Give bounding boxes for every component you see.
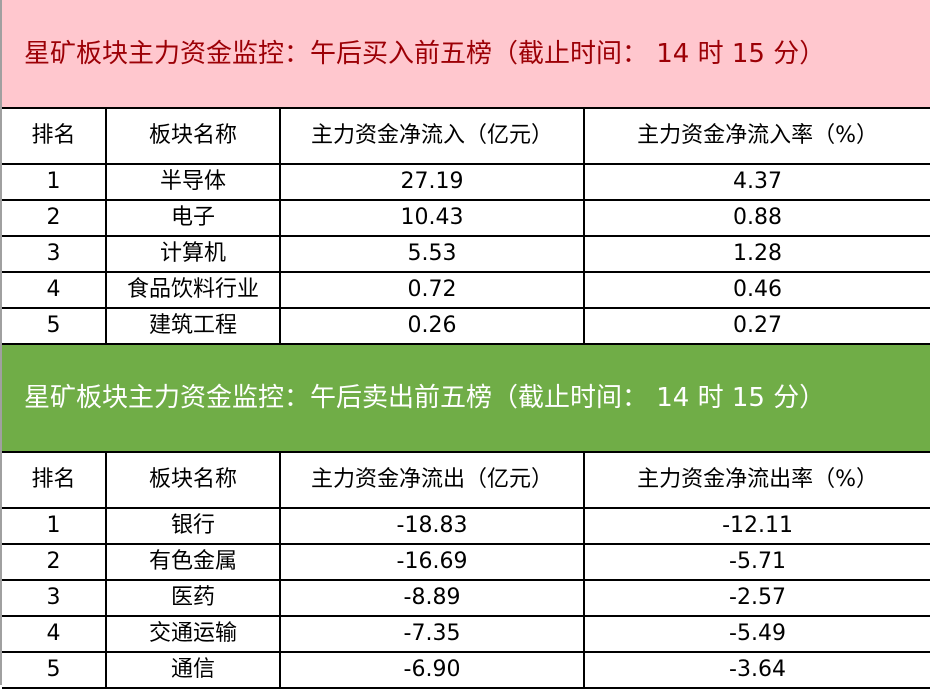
sector-cell: 电子 <box>105 199 281 237</box>
rate-cell: -5.49 <box>582 615 930 653</box>
sell-table-row: 2 有色金属 -16.69 -5.71 <box>2 543 930 581</box>
sell-table-row: 5 通信 -6.90 -3.64 <box>2 651 930 689</box>
rank-cell: 4 <box>2 271 107 309</box>
rank-cell: 3 <box>2 235 107 273</box>
rate-cell: 0.88 <box>582 199 930 237</box>
buy-table-row: 2 电子 10.43 0.88 <box>2 199 930 237</box>
amount-cell: -7.35 <box>279 615 585 653</box>
rate-cell: 4.37 <box>582 163 930 201</box>
amount-cell: 5.53 <box>279 235 585 273</box>
col-header-rank: 排名 <box>2 107 107 165</box>
col-header-sector: 板块名称 <box>105 107 281 165</box>
col-header-outflow: 主力资金净流出（亿元） <box>279 451 585 509</box>
amount-cell: 27.19 <box>279 163 585 201</box>
sector-cell: 医药 <box>105 579 281 617</box>
amount-cell: 0.26 <box>279 307 585 345</box>
col-header-inflow-rate: 主力资金净流入率（%） <box>582 107 930 165</box>
sector-cell: 建筑工程 <box>105 307 281 345</box>
amount-cell: -16.69 <box>279 543 585 581</box>
rank-cell: 1 <box>2 163 107 201</box>
rate-cell: 0.27 <box>582 307 930 345</box>
sell-header-row: 排名 板块名称 主力资金净流出（亿元） 主力资金净流出率（%） <box>2 451 930 509</box>
col-header-outflow-rate: 主力资金净流出率（%） <box>582 451 930 509</box>
rate-cell: -3.64 <box>582 651 930 689</box>
col-header-sector: 板块名称 <box>105 451 281 509</box>
sector-cell: 食品饮料行业 <box>105 271 281 309</box>
buy-section: 星矿板块主力资金监控：午后买入前五榜（截止时间： 14 时 15 分） 排名 板… <box>2 0 930 165</box>
sector-cell: 通信 <box>105 651 281 689</box>
rate-cell: 0.46 <box>582 271 930 309</box>
buy-table-row: 3 计算机 5.53 1.28 <box>2 235 930 273</box>
buy-title: 星矿板块主力资金监控：午后买入前五榜（截止时间： 14 时 15 分） <box>2 0 930 109</box>
buy-table-row: 5 建筑工程 0.26 0.27 <box>2 307 930 345</box>
buy-header-row: 排名 板块名称 主力资金净流入（亿元） 主力资金净流入率（%） <box>2 107 930 165</box>
rank-cell: 2 <box>2 199 107 237</box>
sector-cell: 银行 <box>105 507 281 545</box>
amount-cell: -18.83 <box>279 507 585 545</box>
col-header-rank: 排名 <box>2 451 107 509</box>
sector-cell: 计算机 <box>105 235 281 273</box>
col-header-inflow: 主力资金净流入（亿元） <box>279 107 585 165</box>
rate-cell: -2.57 <box>582 579 930 617</box>
sell-title: 星矿板块主力资金监控：午后卖出前五榜（截止时间： 14 时 15 分） <box>2 344 930 453</box>
sector-cell: 半导体 <box>105 163 281 201</box>
sector-cell: 交通运输 <box>105 615 281 653</box>
sector-cell: 有色金属 <box>105 543 281 581</box>
sell-table-row: 1 银行 -18.83 -12.11 <box>2 507 930 545</box>
buy-table-row: 1 半导体 27.19 4.37 <box>2 163 930 201</box>
rank-cell: 1 <box>2 507 107 545</box>
sell-table-row: 3 医药 -8.89 -2.57 <box>2 579 930 617</box>
amount-cell: 10.43 <box>279 199 585 237</box>
sell-section: 星矿板块主力资金监控：午后卖出前五榜（截止时间： 14 时 15 分） 排名 板… <box>2 344 930 509</box>
rank-cell: 5 <box>2 307 107 345</box>
rank-cell: 2 <box>2 543 107 581</box>
rate-cell: -5.71 <box>582 543 930 581</box>
amount-cell: -8.89 <box>279 579 585 617</box>
rate-cell: 1.28 <box>582 235 930 273</box>
sell-table-row: 4 交通运输 -7.35 -5.49 <box>2 615 930 653</box>
rate-cell: -12.11 <box>582 507 930 545</box>
buy-table-row: 4 食品饮料行业 0.72 0.46 <box>2 271 930 309</box>
rank-cell: 4 <box>2 615 107 653</box>
rank-cell: 5 <box>2 651 107 689</box>
amount-cell: 0.72 <box>279 271 585 309</box>
rank-cell: 3 <box>2 579 107 617</box>
amount-cell: -6.90 <box>279 651 585 689</box>
